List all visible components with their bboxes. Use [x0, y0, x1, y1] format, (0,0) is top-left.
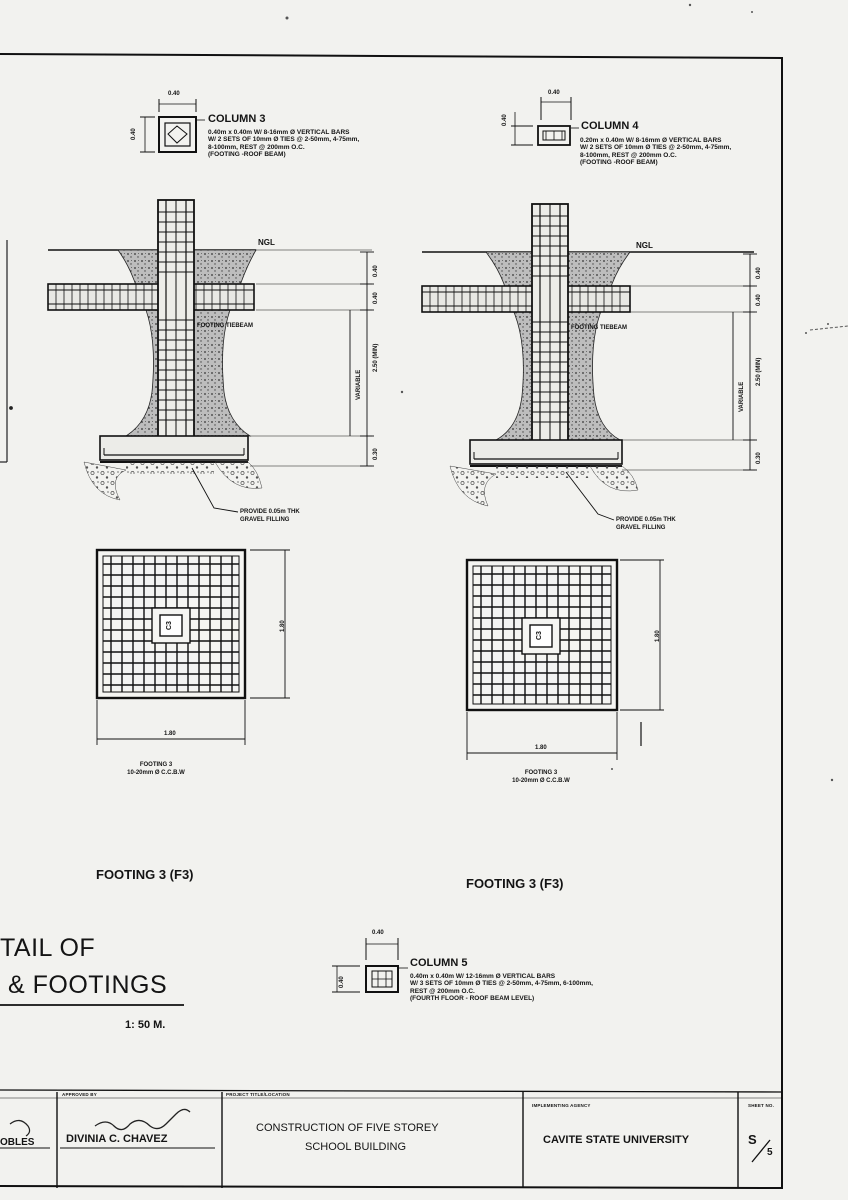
drawing-title-line2: & FOOTINGS: [8, 971, 168, 999]
ngl-label-b: NGL: [636, 241, 653, 250]
plan-b-width: 1.80: [535, 745, 547, 751]
plan-b-length: 1.80: [655, 630, 661, 642]
sheet-number: S: [748, 1132, 757, 1147]
left-name: OBLES: [0, 1137, 35, 1148]
plan-caption-bars: 10-20mm Ø C.C.B.W: [512, 777, 570, 784]
variable-label-a: VARIABLE: [356, 369, 362, 400]
column5-size-label: 0.40: [372, 930, 384, 936]
column5-spec-line: 0.40m x 0.40m W/ 12-16mm Ø VERTICAL BARS: [410, 973, 556, 980]
drawing-scale: 1: 50 M.: [125, 1019, 166, 1031]
plan-b: [465, 558, 664, 760]
tie-beam-label-b: FOOTING TIEBEAM: [571, 325, 627, 331]
scan-specks: [285, 3, 834, 782]
dim-040-a2: 0.40: [373, 292, 379, 304]
project-heading: PROJECT TITLE/LOCATION: [226, 1092, 290, 1097]
left-signature: [9, 1119, 31, 1137]
drawing-title-line1: TAIL OF: [0, 934, 96, 962]
plan-a: [95, 548, 290, 745]
column3-key: [140, 99, 205, 153]
column5-spec-line: REST @ 200mm O.C.: [410, 987, 475, 995]
column3-title: COLUMN 3: [208, 113, 266, 125]
title-block-grid: [0, 1092, 782, 1188]
sheet-number-heading: SHEET NO.: [748, 1103, 775, 1108]
plan-a-caption: FOOTING 3 10-20mm Ø C.C.B.W: [126, 762, 186, 778]
footing-title-a: FOOTING 3 (F3): [96, 867, 194, 882]
column-mark-a: C3: [166, 621, 173, 630]
column4-size-label-vertical: 0.40: [502, 114, 508, 126]
column4-spec-line: 0.20m x 0.40m W/ 8-16mm Ø VERTICAL BARS: [580, 137, 722, 144]
gravel-note-b: PROVIDE 0.05m THK GRAVEL FILLING: [616, 517, 676, 533]
tie-beam-label-a: FOOTING TIEBEAM: [197, 323, 253, 329]
footing-title-b: FOOTING 3 (F3): [466, 876, 564, 891]
gravel-note-line: GRAVEL FILLING: [240, 516, 290, 523]
column5-spec: 0.40m x 0.40m W/ 12-16mm Ø VERTICAL BARS…: [410, 973, 593, 1003]
dim-040-a1: 0.40: [373, 265, 379, 277]
column3-spec-line: (FOOTING -ROOF BEAM): [208, 151, 286, 159]
sheet-total: 5: [767, 1147, 773, 1158]
gravel-note-line: GRAVEL FILLING: [616, 524, 666, 531]
approver-signature: [94, 1108, 191, 1131]
stray-mark: [809, 325, 848, 331]
dim-250-a: 2.50 (MIN): [373, 343, 379, 372]
column4-spec-line: (FOOTING -ROOF BEAM): [580, 159, 658, 167]
plan-a-width: 1.80: [164, 731, 176, 737]
gravel-note-a: PROVIDE 0.05m THK GRAVEL FILLING: [240, 509, 300, 525]
column3-spec-line: W/ 2 SETS OF 10mm Ø TIES @ 2-50mm, 4-75m…: [208, 136, 360, 144]
column4-title: COLUMN 4: [581, 120, 639, 132]
column5-size-label-vertical: 0.40: [339, 976, 345, 988]
agency-name: CAVITE STATE UNIVERSITY: [543, 1134, 690, 1146]
dim-030-b: 0.30: [756, 452, 762, 464]
plan-caption-bars: 10-20mm Ø C.C.B.W: [127, 769, 185, 776]
column5-key: [332, 938, 408, 993]
column3-size-label-vertical: 0.40: [131, 128, 137, 140]
variable-label-b: VARIABLE: [739, 381, 745, 412]
column4-spec: 0.20m x 0.40m W/ 8-16mm Ø VERTICAL BARS …: [580, 137, 731, 167]
project-line2: SCHOOL BUILDING: [305, 1141, 407, 1153]
column5-spec-line: (FOURTH FLOOR - ROOF BEAM LEVEL): [410, 995, 535, 1003]
column4-size-label: 0.40: [548, 90, 560, 96]
dim-040-b1: 0.40: [756, 267, 762, 279]
plan-caption-name: FOOTING 3: [524, 770, 558, 776]
section-a: [47, 199, 374, 513]
sheet-border: [0, 53, 783, 1190]
dim-040-b2: 0.40: [756, 294, 762, 306]
column4-spec-line: 8-100mm, REST @ 200mm O.C.: [580, 151, 677, 159]
approver-name: DIVINIA C. CHAVEZ: [66, 1133, 168, 1145]
column4-spec-line: W/ 2 SETS OF 10mm Ø TIES @ 2-50mm, 4-75m…: [580, 144, 732, 152]
agency-heading: IMPLEMENTING AGENCY: [532, 1103, 591, 1108]
column3-spec: 0.40m x 0.40m W/ 8-16mm Ø VERTICAL BARS …: [208, 129, 359, 159]
column5-title: COLUMN 5: [410, 957, 468, 969]
column5-spec-line: W/ 3 SETS OF 10mm Ø TIES @ 2-50mm, 4-75m…: [410, 980, 593, 988]
gravel-note-line: PROVIDE 0.05m THK: [240, 509, 300, 515]
project-line1: CONSTRUCTION OF FIVE STOREY: [256, 1122, 439, 1134]
column3-spec-line: 8-100mm, REST @ 200mm O.C.: [208, 143, 305, 151]
approved-by-heading: APPROVED BY: [62, 1092, 97, 1097]
dim-030-a: 0.30: [373, 448, 379, 460]
column3-spec-line: 0.40m x 0.40m W/ 8-16mm Ø VERTICAL BARS: [208, 129, 350, 136]
plan-a-length: 1.80: [280, 620, 286, 632]
plan-b-caption: FOOTING 3 10-20mm Ø C.C.B.W: [506, 770, 576, 786]
dim-250-b: 2.50 (MIN): [756, 357, 762, 386]
column3-size-label: 0.40: [168, 91, 180, 97]
ngl-label-a: NGL: [258, 238, 275, 247]
section-b: [421, 203, 757, 521]
left-fragment: [0, 240, 13, 463]
column-mark-b: C3: [536, 631, 543, 640]
plan-caption-name: FOOTING 3: [139, 762, 173, 768]
gravel-note-line: PROVIDE 0.05m THK: [616, 517, 676, 523]
column4-key: [511, 97, 579, 146]
